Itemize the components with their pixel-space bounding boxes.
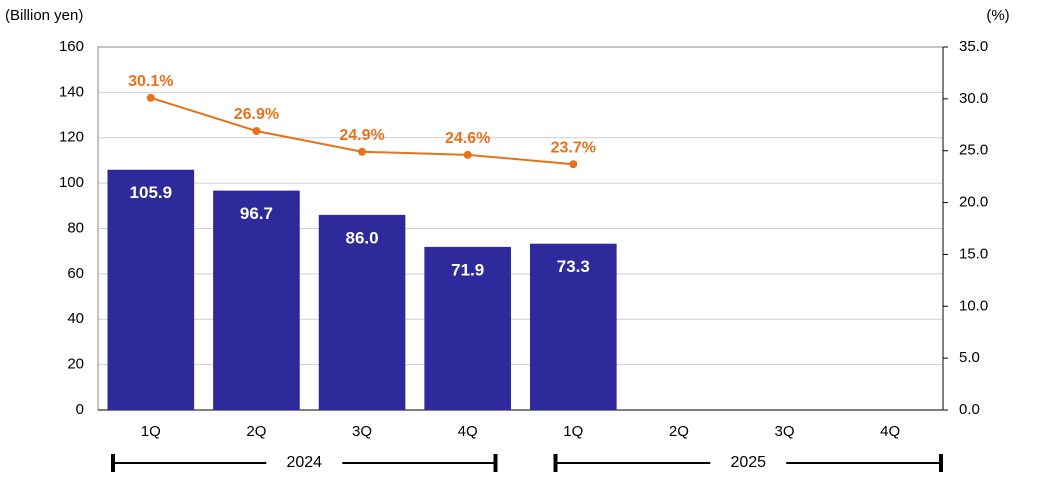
line-point [252,127,261,136]
y-tick-label: 40 [67,310,84,327]
y2-axis-title: (%) [986,7,1009,24]
x-tick-label: 1Q [141,423,161,440]
group-label: 2024 [286,454,322,471]
line-point [463,150,472,159]
bar [424,246,511,410]
y2-tick-label: 35.0 [959,38,988,55]
y2-tick-label: 10.0 [959,297,988,314]
y-tick-label: 80 [67,219,84,236]
bar-value-label: 96.7 [240,204,273,223]
bar [318,214,406,410]
x-tick-label: 3Q [352,423,372,440]
y-tick-label: 120 [59,129,84,146]
line-value-label: 23.7% [551,139,596,156]
bar-value-label: 86.0 [346,228,379,247]
y2-tick-label: 25.0 [959,142,988,159]
y2-tick-label: 20.0 [959,194,988,211]
x-tick-label: 4Q [880,423,900,440]
line-value-label: 26.9% [234,106,279,123]
line-value-label: 24.6% [445,130,490,147]
y-tick-label: 160 [59,38,84,55]
y2-tick-label: 15.0 [959,245,988,262]
line-value-label: 24.9% [339,127,384,144]
bar-value-label: 71.9 [451,260,484,279]
line-point [146,93,155,102]
y-tick-label: 60 [67,265,84,282]
y-tick-label: 100 [59,174,84,191]
y2-tick-label: 0.0 [959,401,980,418]
y-tick-label: 140 [59,83,84,100]
bar [530,243,617,410]
x-tick-label: 2Q [246,423,266,440]
x-tick-label: 2Q [669,423,689,440]
y2-tick-label: 30.0 [959,90,988,107]
x-tick-label: 4Q [458,423,478,440]
line-point [569,160,578,169]
bar-value-label: 73.3 [557,257,590,276]
bar [213,190,300,410]
y-tick-label: 20 [67,356,84,373]
y-axis-title: (Billion yen) [5,7,83,24]
line-point [358,147,367,156]
bar [107,169,195,410]
x-tick-label: 3Q [775,423,795,440]
x-tick-label: 1Q [563,423,583,440]
bar-value-label: 105.9 [130,183,173,202]
line-value-label: 30.1% [128,73,173,90]
y-tick-label: 0 [76,401,84,418]
group-label: 2025 [730,454,766,471]
y2-tick-label: 5.0 [959,349,980,366]
